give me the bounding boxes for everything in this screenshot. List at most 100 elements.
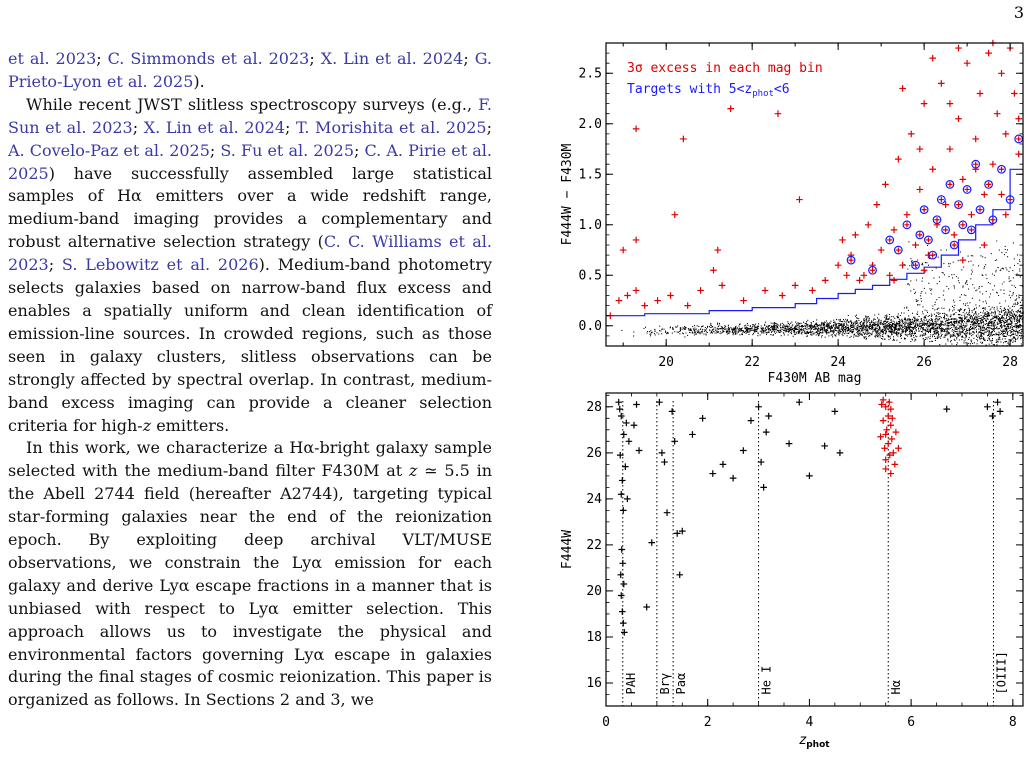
- excess-point: [619, 246, 627, 254]
- excess-point: [890, 226, 898, 234]
- halpha-point: [887, 421, 895, 429]
- citation-link[interactable]: S. Lebowitz et al. 2026: [61, 255, 259, 275]
- photz-point: [619, 619, 627, 627]
- photz-point: [831, 408, 839, 415]
- photz-point: [676, 571, 684, 579]
- target-point: [893, 245, 903, 255]
- photz-point: [671, 438, 678, 445]
- excess-point: [916, 145, 924, 153]
- photz-point: [656, 398, 663, 406]
- emission-line-label: PAH: [624, 673, 638, 695]
- photz-point: [617, 412, 625, 420]
- text-run: ;: [209, 140, 221, 160]
- photz-point: [689, 431, 696, 438]
- excess-point: [843, 272, 851, 279]
- excess-point: [998, 70, 1005, 77]
- excess-point: [714, 246, 722, 254]
- photz-point: [994, 398, 1001, 406]
- text-run: ;: [96, 49, 108, 68]
- halpha-point: [890, 449, 897, 457]
- photz-point: [755, 403, 762, 411]
- x-tick-label: 28: [1002, 355, 1018, 370]
- photz-point: [623, 419, 630, 427]
- target-point: [954, 200, 963, 210]
- excess-point: [1002, 211, 1010, 218]
- photz-point: [622, 463, 629, 470]
- target-point: [846, 255, 856, 265]
- excess-point: [985, 49, 992, 57]
- photz-point: [630, 421, 638, 429]
- x-axis-label: F430M AB mag: [768, 371, 862, 386]
- text-run: In this work, we characterize a Hα-brigh…: [8, 438, 492, 481]
- excess-point: [989, 160, 997, 168]
- excess-point: [916, 186, 924, 193]
- photz-point: [619, 507, 627, 514]
- text-run: ;: [486, 117, 492, 137]
- citation-link[interactable]: F. Sun et al. 2023: [8, 94, 492, 137]
- citation-link[interactable]: S. Fu et al. 2025: [220, 140, 355, 160]
- x-tick-label: 22: [744, 355, 760, 370]
- target-point: [941, 225, 951, 235]
- target-point: [932, 215, 942, 225]
- photz-point: [996, 408, 1004, 415]
- target-plus: [951, 242, 957, 248]
- excess-point: [632, 236, 640, 244]
- x-axis-label: zphot: [798, 733, 830, 750]
- excess-point: [860, 272, 868, 279]
- excess-point: [877, 246, 885, 254]
- excess-point: [920, 100, 928, 107]
- citation-link[interactable]: G. Prieto-Lyon et al. 2025: [8, 49, 493, 91]
- excess-point: [856, 277, 863, 284]
- excess-point: [615, 297, 623, 304]
- excess-point: [774, 110, 782, 117]
- excess-point: [624, 292, 631, 299]
- halpha-point: [884, 412, 892, 420]
- x-tick-label: 2: [704, 715, 712, 730]
- excess-point: [839, 236, 846, 244]
- target-point: [915, 230, 925, 240]
- legend-excess: 3σ excess in each mag bin: [627, 61, 823, 76]
- citation-link[interactable]: X. Lin et al. 2024: [143, 117, 286, 137]
- text-run: ;: [463, 49, 475, 68]
- halpha-point: [879, 396, 887, 404]
- excess-point: [778, 292, 786, 299]
- target-point: [885, 235, 895, 245]
- halpha-point: [891, 461, 899, 468]
- photz-point: [617, 571, 625, 579]
- citation-link[interactable]: C. C. Williams et al. 2023: [8, 232, 492, 275]
- citation-link[interactable]: X. Lin et al. 2024: [320, 49, 464, 68]
- excess-point: [864, 221, 872, 229]
- target-point: [945, 179, 955, 189]
- excess-point: [718, 282, 726, 289]
- target-plus: [895, 247, 901, 253]
- text-run: ;: [132, 117, 144, 137]
- target-plus: [990, 217, 996, 223]
- excess-point: [680, 135, 687, 143]
- y-axis-label: F444W: [560, 530, 575, 569]
- target-plus: [973, 161, 979, 167]
- citation-link[interactable]: C. Simmonds et al. 2023: [107, 49, 310, 68]
- text-run: ;: [285, 117, 297, 137]
- photz-point: [678, 527, 686, 535]
- halpha-point: [888, 435, 896, 443]
- text-run: ;: [354, 140, 365, 160]
- photz-point: [643, 603, 650, 611]
- target-plus: [912, 262, 919, 268]
- halpha-point: [882, 465, 889, 473]
- photz-point: [633, 401, 640, 408]
- citation-link[interactable]: T. Morishita et al. 2025: [296, 117, 487, 137]
- excess-point: [955, 115, 962, 123]
- photz-point: [648, 539, 656, 546]
- halpha-point: [883, 426, 891, 434]
- citation-link[interactable]: C. A. Pirie et al. 2025: [8, 140, 493, 183]
- target-point: [936, 195, 946, 204]
- excess-point: [852, 231, 859, 239]
- excess-point: [903, 211, 911, 218]
- citation-link[interactable]: et al. 2023: [8, 49, 97, 68]
- excess-point: [727, 105, 734, 112]
- math-symbol: z: [409, 461, 418, 481]
- photz-point: [658, 449, 666, 457]
- target-plus: [943, 227, 949, 233]
- photz-point: [668, 408, 676, 415]
- citation-link[interactable]: A. Covelo-Paz et al. 2025: [8, 140, 210, 160]
